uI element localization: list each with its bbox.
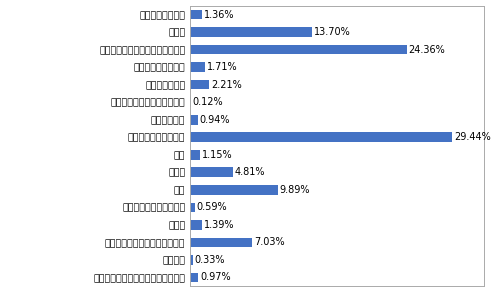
Bar	[190, 220, 202, 230]
Bar	[190, 238, 252, 247]
Bar	[190, 115, 198, 125]
Text: 4.81%: 4.81%	[235, 167, 265, 177]
Text: 0.59%: 0.59%	[197, 202, 227, 212]
Text: 9.89%: 9.89%	[279, 185, 310, 195]
Text: 1.15%: 1.15%	[202, 150, 233, 160]
Text: 0.94%: 0.94%	[200, 115, 231, 125]
Text: 13.70%: 13.70%	[314, 27, 350, 37]
Text: 2.21%: 2.21%	[211, 80, 242, 90]
Text: 1.71%: 1.71%	[207, 62, 238, 72]
Bar	[190, 98, 191, 107]
Text: 0.97%: 0.97%	[200, 272, 231, 282]
Bar	[190, 203, 195, 212]
Text: 1.39%: 1.39%	[204, 220, 235, 230]
Bar	[190, 185, 278, 195]
Bar	[190, 133, 452, 142]
Bar	[190, 168, 233, 177]
Bar	[190, 150, 200, 160]
Text: 0.12%: 0.12%	[192, 97, 223, 107]
Bar	[190, 27, 312, 37]
Bar	[190, 80, 210, 90]
Bar	[190, 273, 198, 282]
Bar	[190, 10, 202, 20]
Bar	[190, 62, 205, 72]
Text: 0.33%: 0.33%	[194, 255, 225, 265]
Text: 29.44%: 29.44%	[454, 132, 491, 142]
Text: 1.36%: 1.36%	[204, 10, 234, 20]
Text: 7.03%: 7.03%	[254, 237, 285, 247]
Bar	[190, 45, 407, 55]
Text: 24.36%: 24.36%	[409, 45, 446, 55]
Bar	[190, 255, 193, 265]
